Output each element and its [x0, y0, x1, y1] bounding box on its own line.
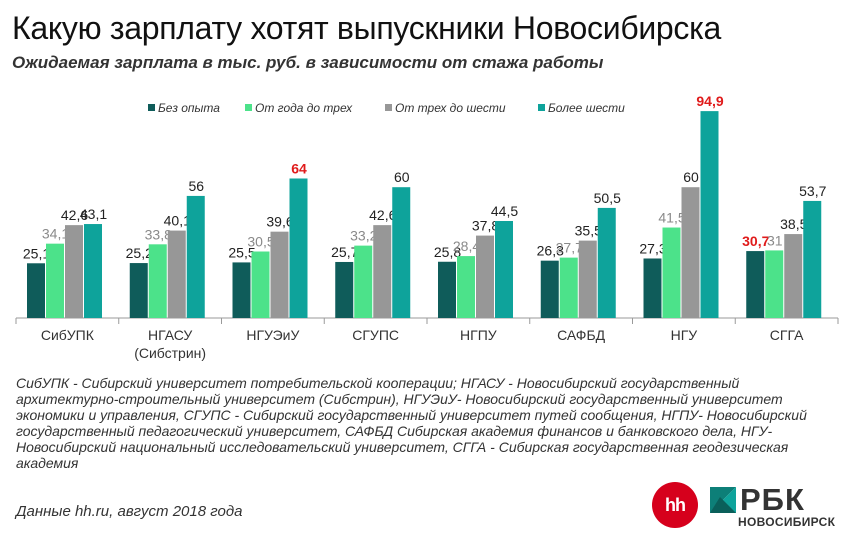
data-label: 41,5	[658, 210, 685, 226]
data-label: 38,5	[780, 216, 807, 232]
data-label: 25,2	[126, 245, 153, 261]
bar	[559, 257, 578, 318]
data-label: 44,5	[491, 203, 518, 219]
data-label: 25,5	[228, 244, 255, 260]
bar	[540, 260, 559, 318]
bar	[65, 225, 83, 318]
bar	[148, 244, 167, 318]
legend-swatch	[245, 104, 252, 111]
rbc-wordmark: РБК	[740, 482, 805, 517]
bar	[270, 231, 289, 318]
data-label: 31	[767, 232, 783, 248]
legend-label: От года до трех	[255, 101, 353, 115]
bar	[251, 251, 270, 318]
bar-chart: Без опыта От года до трех От трех до шести…	[15, 93, 839, 361]
bar	[129, 263, 148, 318]
data-label: 60	[683, 169, 699, 185]
bar	[457, 256, 475, 318]
data-label: 42,6	[369, 207, 396, 223]
data-label: 53,7	[799, 183, 826, 199]
abbreviation-notes: СибУПК - Сибирский университет потребите…	[16, 375, 807, 471]
data-label: 64	[291, 160, 307, 176]
data-label: 35,5	[575, 223, 602, 239]
bar	[232, 262, 251, 318]
data-label: 39,6	[266, 214, 293, 230]
category-label: СГГА	[770, 327, 804, 343]
bar	[784, 234, 803, 318]
data-label: 34,1	[42, 226, 69, 242]
bar	[438, 261, 456, 318]
bar	[681, 187, 700, 318]
bar	[662, 227, 681, 318]
legend-label: Без опыта	[158, 101, 220, 115]
bar	[578, 240, 597, 318]
data-label: 37,8	[472, 218, 499, 234]
rbc-logo: РБК НОВОСИБИРСК	[710, 482, 840, 533]
data-label: 56	[188, 178, 204, 194]
data-label: 27,7	[556, 240, 583, 256]
chart-title: Какую зарплату хотят выпускники Новосиби…	[12, 10, 722, 46]
bar	[803, 200, 822, 318]
data-label: 40,1	[164, 213, 191, 229]
bar	[84, 224, 102, 318]
bar	[597, 207, 616, 318]
data-label: 94,9	[696, 93, 723, 109]
bar	[354, 245, 373, 318]
data-label: 33,2	[350, 228, 377, 244]
data-label: 43,1	[80, 206, 107, 222]
data-label: 50,5	[594, 190, 621, 206]
bar	[27, 263, 45, 318]
category-label: НГУЭиУ	[246, 327, 299, 343]
data-label: 30,5	[247, 234, 274, 250]
hh-logo: hh	[652, 482, 698, 528]
data-label: 60	[394, 169, 410, 185]
legend-swatch	[538, 104, 545, 111]
rbc-mark-icon	[710, 487, 736, 513]
bar	[495, 220, 513, 318]
legend-label: От трех до шести	[395, 101, 506, 115]
rbc-city: НОВОСИБИРСК	[738, 515, 836, 529]
bar	[746, 251, 765, 318]
bar	[643, 258, 662, 318]
category-label: САФБД	[557, 327, 606, 343]
legend-swatch	[148, 104, 155, 111]
data-label: 26,3	[537, 243, 564, 259]
category-label: (Сибстрин)	[134, 345, 206, 361]
bar	[167, 230, 186, 318]
bar	[476, 235, 494, 318]
data-label: 33,8	[145, 226, 172, 242]
legend-swatch	[385, 104, 392, 111]
bar	[373, 225, 392, 318]
chart-subtitle: Ожидаемая зарплата в тыс. руб. в зависим…	[12, 53, 604, 72]
data-label: 25,1	[23, 245, 50, 261]
data-label: 25,8	[434, 244, 461, 260]
data-label: 25,7	[331, 244, 358, 260]
bar	[765, 250, 784, 318]
category-label: СибУПК	[41, 327, 95, 343]
data-label: 28,4	[453, 238, 480, 254]
legend-label: Более шести	[548, 101, 625, 115]
data-source: Данные hh.ru, август 2018 года	[16, 503, 243, 520]
category-label: СГУПС	[352, 327, 399, 343]
data-label: 27,3	[639, 240, 666, 256]
bar	[392, 187, 411, 318]
bar	[186, 195, 205, 318]
category-label: НГАСУ	[148, 327, 192, 343]
data-label: 42,6	[61, 207, 88, 223]
category-label: НГПУ	[460, 327, 497, 343]
bar	[46, 243, 64, 318]
bar	[700, 111, 719, 318]
bar	[335, 261, 354, 318]
data-label: 30,7	[742, 233, 769, 249]
bar	[289, 178, 308, 318]
category-label: НГУ	[671, 327, 698, 343]
